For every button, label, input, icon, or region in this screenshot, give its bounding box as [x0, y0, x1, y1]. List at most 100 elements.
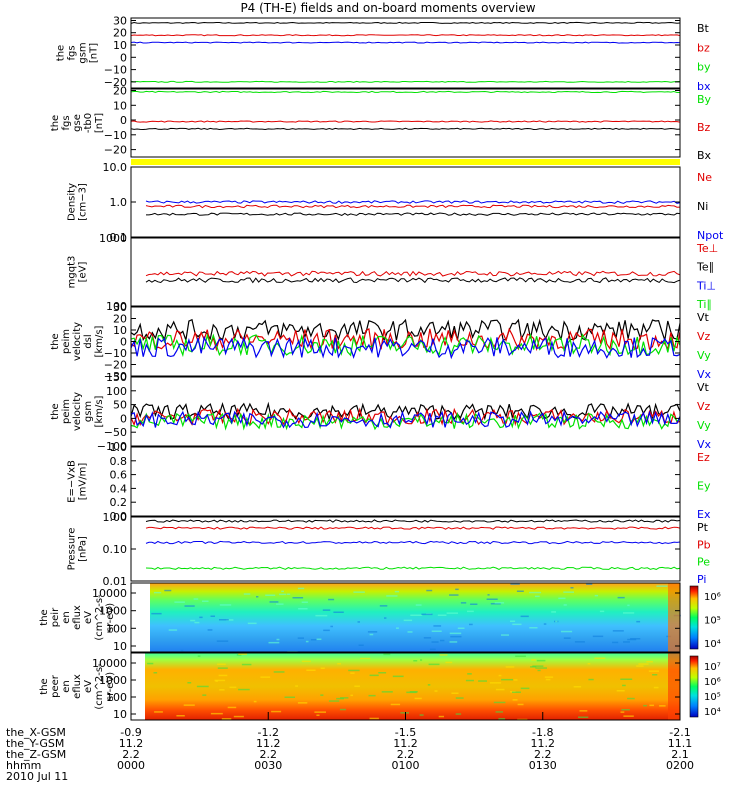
spectrogram-texture	[229, 686, 237, 689]
spectrogram-texture	[438, 715, 444, 718]
spectrogram-texture	[586, 583, 593, 585]
y-tick-label: 0.6	[110, 469, 128, 482]
y-axis-label-line: en	[61, 611, 72, 624]
panel-frame	[130, 516, 681, 582]
y-tick-label: 10	[113, 39, 127, 52]
y-axis-label: the peim velocity dsl [km/s]	[50, 322, 105, 361]
spectrogram-texture	[415, 604, 422, 606]
spectrogram-texture	[592, 635, 604, 638]
spectrogram-texture	[217, 667, 228, 669]
y-tick-label: 1000	[99, 232, 127, 245]
spectrogram-edge	[668, 653, 680, 720]
spectrogram-texture	[360, 657, 371, 660]
spectrogram-texture	[588, 678, 594, 681]
x-tick-label: 11.1	[668, 737, 693, 750]
spectrogram-texture	[369, 633, 374, 636]
series-line-Te⊥	[145, 270, 681, 277]
spectrogram-texture	[410, 614, 423, 616]
series-line-Pi	[145, 540, 681, 545]
y-axis-label: E=−VxB [mV/m]	[67, 460, 89, 503]
y-tick-label: 30	[113, 301, 127, 314]
spectrogram-texture	[426, 589, 433, 592]
y-tick-label: 100	[106, 300, 127, 313]
spectrogram-texture	[470, 603, 478, 605]
spectrogram-texture	[627, 697, 635, 700]
y-axis-label-line: gsm	[83, 401, 94, 422]
spectrogram-texture	[594, 594, 598, 597]
y-tick-label: 100	[106, 691, 127, 704]
spectrogram-texture	[512, 699, 518, 701]
colorbar-tick-label: 10⁷	[704, 662, 721, 673]
spectrogram-texture	[268, 641, 280, 644]
spectrogram-texture	[241, 663, 252, 666]
y-axis-label-line: eflux	[72, 674, 83, 699]
spectrogram-texture	[243, 593, 251, 595]
spectrogram-texture	[330, 625, 333, 628]
series-line-Pb	[145, 526, 681, 530]
y-axis-label-line: eflux	[72, 605, 83, 630]
spectrogram-texture	[510, 583, 520, 585]
spectrogram-texture	[543, 623, 547, 625]
spectrogram-texture	[520, 615, 529, 618]
spectrogram-texture	[273, 671, 285, 673]
y-tick-label: 0	[120, 412, 127, 425]
spectrogram-texture	[579, 710, 588, 712]
spectrogram-texture	[218, 674, 228, 677]
panel-temperature: 1000 100 mgqt3 [eV] Te⊥ Te∥ Ti⊥ Ti∥	[67, 232, 719, 313]
x-tick-label: 2.2	[122, 748, 140, 761]
spectrogram-texture	[386, 595, 398, 597]
spectrogram-texture	[558, 597, 566, 600]
spectrogram-texture	[487, 594, 490, 596]
spectrogram-texture	[617, 596, 625, 599]
spectrogram-texture	[153, 591, 162, 594]
spectrogram-texture	[561, 630, 573, 633]
spectrogram-texture	[221, 718, 232, 720]
x-row-label: the_X-GSM	[6, 726, 66, 739]
spectrogram-texture	[210, 712, 223, 715]
spectrogram-texture	[315, 614, 328, 617]
y-tick-label: 10000	[92, 657, 127, 670]
spectrogram-texture	[517, 703, 524, 706]
y-axis-label-line: fgs	[61, 115, 72, 130]
spectrogram-texture	[627, 604, 630, 607]
spectrogram-texture	[501, 634, 509, 636]
spectrogram-texture	[478, 680, 487, 682]
spectrogram-texture	[620, 711, 625, 713]
spectrogram-texture	[199, 616, 203, 619]
spectrogram-texture	[536, 659, 546, 662]
y-axis-label-line: [km/s]	[94, 395, 105, 427]
spectrogram-texture	[501, 678, 513, 681]
spectrogram-texture	[419, 714, 424, 716]
y-tick-label: 1.00	[103, 511, 128, 524]
y-axis-label-line: -tb0	[83, 113, 94, 133]
y-axis-label-line: [nT]	[94, 113, 105, 133]
spectrogram-texture	[537, 669, 541, 672]
y-axis-label-line: eV	[83, 680, 94, 693]
y-tick-label: 1000	[99, 674, 127, 687]
spectrogram-texture	[403, 619, 413, 622]
spectrogram-texture	[190, 619, 196, 622]
series-line-bx	[130, 41, 681, 44]
spectrogram-texture	[336, 697, 344, 700]
legend-entry-Bt: Bt	[697, 22, 710, 35]
x-tick-label: 2.2	[534, 748, 552, 761]
spectrogram-texture	[260, 676, 271, 678]
spectrogram-texture	[247, 622, 257, 625]
spectrogram-texture	[328, 700, 340, 702]
legend-entry-Te⊥: Te⊥	[696, 242, 718, 255]
spectrogram-texture	[333, 611, 344, 613]
y-axis-label-line: mgqt3	[67, 256, 78, 289]
series-line-Bt	[130, 21, 681, 24]
y-tick-label: 1000	[99, 605, 127, 618]
spectrogram-texture	[227, 706, 237, 709]
spectrogram-texture	[295, 685, 298, 687]
legend-entry-Vx: Vx	[697, 438, 712, 451]
y-axis-label-line: the	[50, 333, 61, 349]
legend-entry-Vt: Vt	[697, 381, 710, 394]
spectrogram-texture	[498, 674, 502, 677]
spectrogram-texture	[350, 672, 355, 674]
spectrogram-texture	[486, 598, 498, 600]
y-tick-label: 0	[120, 336, 127, 349]
legend-entry-Ez: Ez	[697, 451, 710, 464]
